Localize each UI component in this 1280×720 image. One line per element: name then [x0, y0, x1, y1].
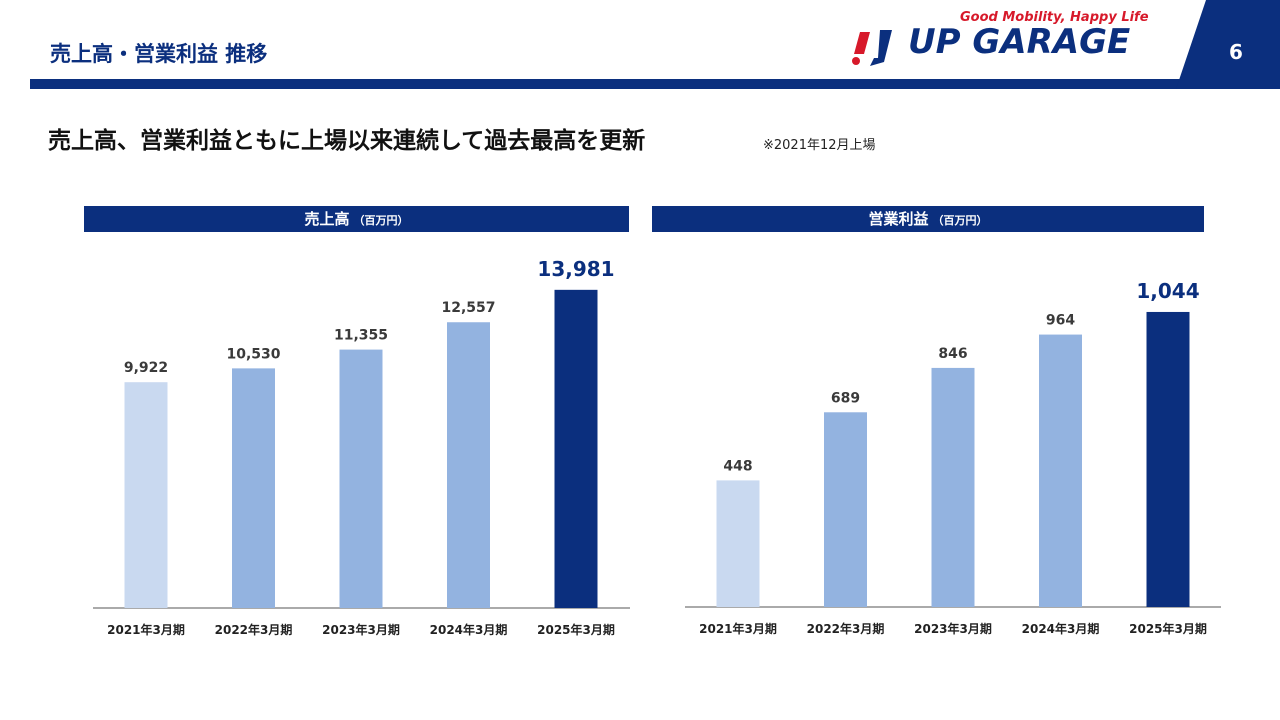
sales-bar [124, 382, 168, 608]
sales-category-label: 2024年3月期 [430, 622, 508, 637]
sales-data-label: 9,922 [124, 360, 168, 376]
sales-chart-title: 売上高 [304, 210, 350, 228]
profit-bar [1039, 334, 1082, 607]
headline: 売上高、営業利益ともに上場以来連続して過去最高を更新 [48, 128, 646, 154]
sales-bar [232, 368, 275, 608]
profit-category-label: 2021年3月期 [699, 621, 777, 636]
sales-data-label: 13,981 [537, 257, 614, 281]
profit-chart-unit: （百万円） [932, 214, 988, 227]
logo-mark-icon [852, 30, 892, 66]
profit-chart-title: 営業利益 [868, 210, 929, 228]
sales-data-label: 10,530 [226, 346, 280, 362]
profit-data-label: 1,044 [1136, 279, 1199, 303]
profit-data-label: 689 [831, 390, 860, 406]
sales-bar [339, 349, 383, 608]
sales-chart-header: 売上高 （百万円） [84, 206, 629, 232]
headline-note: ※2021年12月上場 [763, 138, 876, 153]
sales-category-label: 2025年3月期 [537, 622, 615, 637]
logo-tagline: Good Mobility, Happy Life [960, 10, 1149, 25]
profit-category-label: 2022年3月期 [807, 621, 885, 636]
profit-bar [716, 480, 760, 607]
sales-category-label: 2022年3月期 [215, 622, 293, 637]
sales-bar [554, 289, 598, 608]
profit-data-label: 964 [1046, 313, 1075, 329]
header-rule [30, 79, 1220, 89]
logo-wordmark: UP GARAGE [908, 22, 1131, 62]
up-garage-logo: Good Mobility, Happy Life UP GARAGE [850, 10, 1180, 70]
profit-chart-header: 営業利益 （百万円） [652, 206, 1204, 232]
sales-category-label: 2023年3月期 [322, 622, 400, 637]
profit-bar [824, 412, 867, 607]
page-number: 6 [1229, 40, 1243, 64]
page-title: 売上高・営業利益 推移 [50, 42, 268, 66]
sales-data-label: 11,355 [334, 328, 388, 344]
profit-category-label: 2023年3月期 [914, 621, 992, 636]
sales-category-label: 2021年3月期 [107, 622, 185, 637]
profit-bar [931, 367, 975, 607]
profit-data-label: 846 [938, 346, 967, 362]
sales-data-label: 12,557 [441, 300, 495, 316]
profit-category-label: 2025年3月期 [1129, 621, 1207, 636]
sales-bar [447, 322, 490, 608]
profit-data-label: 448 [723, 458, 752, 474]
sales-chart-unit: （百万円） [353, 214, 409, 227]
profit-category-label: 2024年3月期 [1022, 621, 1100, 636]
profit-bar [1146, 311, 1190, 607]
